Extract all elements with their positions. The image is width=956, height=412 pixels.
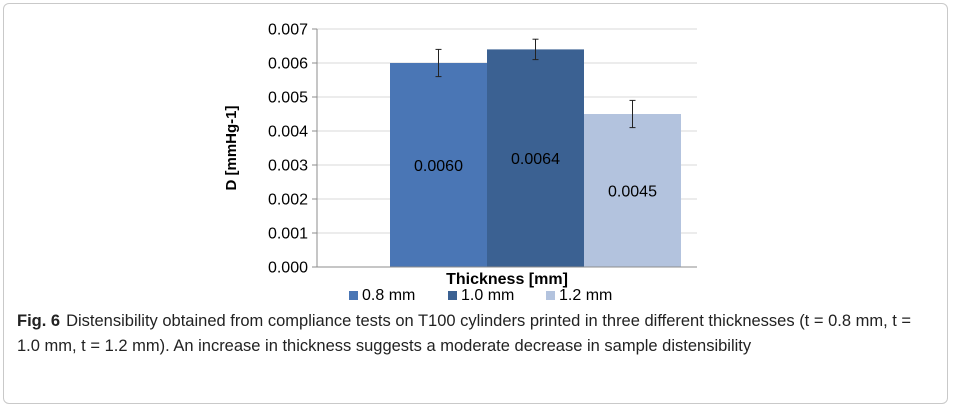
y-tick-label: 0.000 xyxy=(268,260,308,277)
bar-0-8-mm xyxy=(390,63,487,267)
y-tick-label: 0.007 xyxy=(268,22,308,39)
y-axis-label: D [mmHg-1] xyxy=(223,105,240,190)
legend-label: 0.8 mm xyxy=(362,287,415,304)
legend-swatch xyxy=(546,291,555,300)
y-tick-label: 0.003 xyxy=(268,158,308,175)
legend-swatch xyxy=(448,291,457,300)
y-tick-label: 0.001 xyxy=(268,226,308,243)
legend-label: 1.0 mm xyxy=(461,287,514,304)
error-bars xyxy=(435,38,636,129)
figure-label: Fig. 6 xyxy=(17,312,61,330)
y-tick-label: 0.005 xyxy=(268,90,308,107)
legend: 0.8 mm 1.0 mm 1.2 mm xyxy=(349,287,612,304)
y-tick-labels: 0.000 0.001 0.002 0.003 0.004 0.005 0.006 0.007 xyxy=(268,22,308,277)
x-axis-label: Thickness [mm] xyxy=(446,271,568,288)
axes xyxy=(312,28,697,268)
data-label: 0.0045 xyxy=(608,184,657,201)
figure-caption: Fig. 6 Distensibility obtained from compl… xyxy=(17,309,937,359)
y-tick-label: 0.004 xyxy=(268,124,308,141)
legend-swatch xyxy=(349,291,358,300)
bar-1-0-mm xyxy=(487,49,584,268)
bar-1-2-mm xyxy=(584,114,681,267)
y-tick-label: 0.006 xyxy=(268,56,308,73)
figure-frame xyxy=(3,3,948,404)
y-tick-label: 0.002 xyxy=(268,192,308,209)
data-label: 0.0060 xyxy=(414,158,463,175)
caption-text: Distensibility obtained from compliance … xyxy=(17,312,912,355)
bars xyxy=(390,49,681,268)
legend-label: 1.2 mm xyxy=(559,287,612,304)
data-label: 0.0064 xyxy=(511,151,560,168)
data-labels: 0.0060 0.0064 0.0045 xyxy=(414,151,657,200)
